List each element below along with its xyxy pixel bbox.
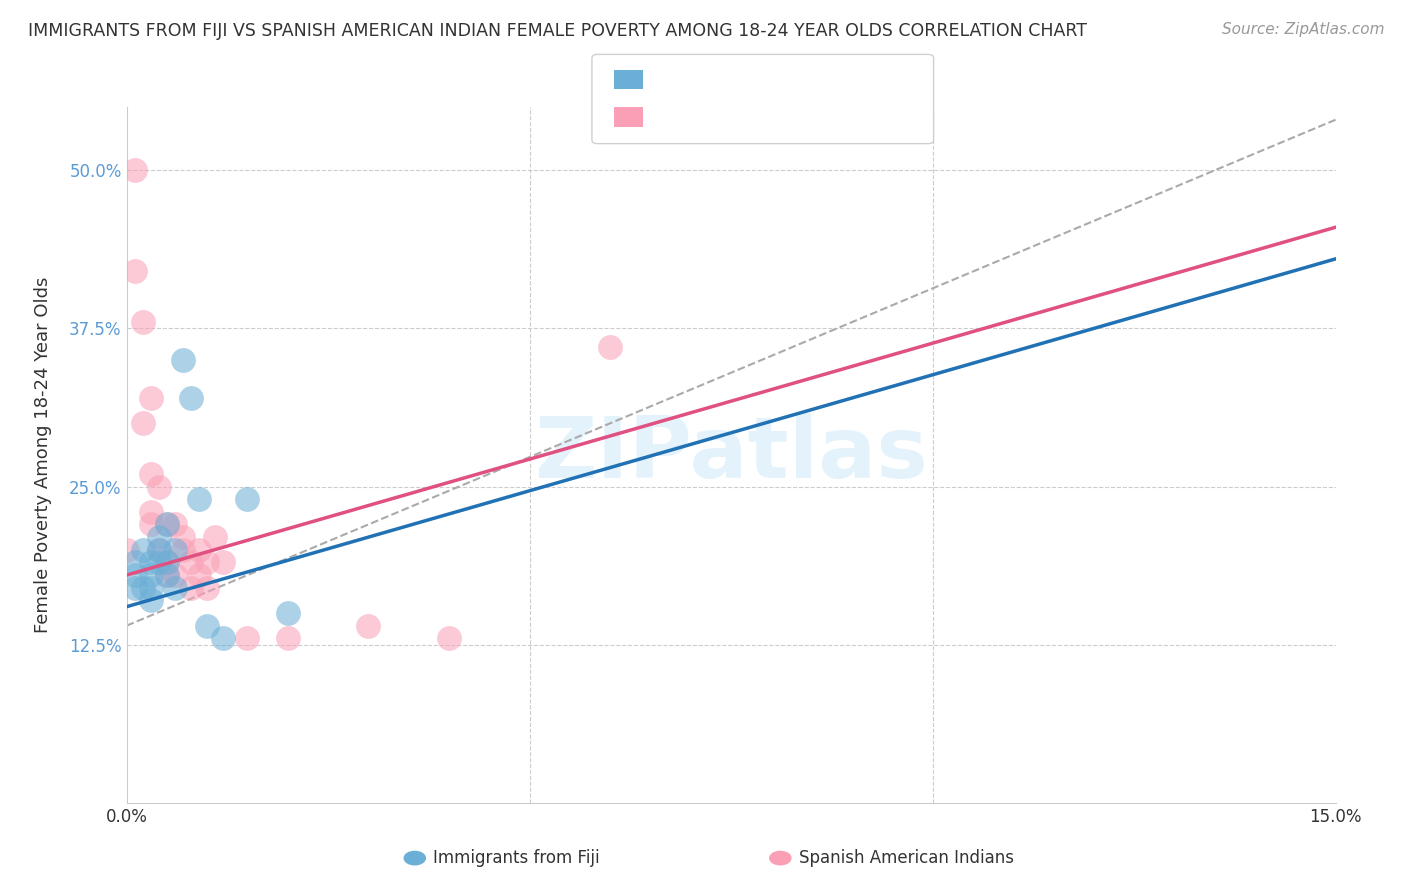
Point — [437, 632, 460, 646]
Point — [139, 505, 162, 519]
Point — [599, 340, 621, 354]
Point — [188, 492, 211, 507]
Point — [148, 556, 170, 570]
Text: Immigrants from Fiji: Immigrants from Fiji — [433, 849, 600, 867]
Point — [236, 632, 259, 646]
Point — [139, 556, 162, 570]
Text: N =: N = — [758, 108, 797, 126]
Point — [124, 163, 146, 178]
Text: 24: 24 — [793, 70, 818, 88]
Text: 31: 31 — [793, 108, 824, 126]
Point — [156, 556, 179, 570]
Point — [148, 530, 170, 544]
Point — [156, 517, 179, 532]
Point — [139, 581, 162, 595]
Point — [172, 542, 194, 557]
Point — [156, 556, 179, 570]
Point — [212, 632, 235, 646]
Point — [156, 568, 179, 582]
Point — [195, 556, 218, 570]
Point — [124, 556, 146, 570]
Point — [131, 581, 153, 595]
Text: Spanish American Indians: Spanish American Indians — [799, 849, 1014, 867]
Point — [148, 479, 170, 493]
Point — [180, 581, 202, 595]
Point — [139, 593, 162, 607]
Point — [148, 542, 170, 557]
Point — [139, 467, 162, 481]
Point — [131, 315, 153, 329]
Point — [156, 517, 179, 532]
Point — [357, 618, 380, 632]
Point — [163, 542, 186, 557]
Point — [124, 264, 146, 278]
Point — [188, 542, 211, 557]
Point — [195, 581, 218, 595]
Point — [277, 632, 299, 646]
Point — [124, 581, 146, 595]
Point — [139, 517, 162, 532]
Point — [236, 492, 259, 507]
Point — [163, 568, 186, 582]
Text: ZIPatlas: ZIPatlas — [534, 413, 928, 497]
Point — [124, 568, 146, 582]
Text: 0.227: 0.227 — [693, 70, 749, 88]
Point — [131, 542, 153, 557]
Point — [163, 517, 186, 532]
Point — [204, 530, 226, 544]
Point — [115, 542, 138, 557]
Point — [180, 391, 202, 405]
Point — [195, 618, 218, 632]
Text: R =: R = — [657, 70, 696, 88]
Text: 0.292: 0.292 — [693, 108, 749, 126]
Point — [172, 353, 194, 368]
Text: N =: N = — [758, 70, 797, 88]
Point — [156, 568, 179, 582]
Text: Source: ZipAtlas.com: Source: ZipAtlas.com — [1222, 22, 1385, 37]
Point — [212, 556, 235, 570]
Point — [139, 568, 162, 582]
Point — [277, 606, 299, 620]
Point — [188, 568, 211, 582]
Point — [180, 556, 202, 570]
Point — [131, 417, 153, 431]
Text: R =: R = — [657, 108, 696, 126]
Point — [148, 542, 170, 557]
Text: IMMIGRANTS FROM FIJI VS SPANISH AMERICAN INDIAN FEMALE POVERTY AMONG 18-24 YEAR : IMMIGRANTS FROM FIJI VS SPANISH AMERICAN… — [28, 22, 1087, 40]
Point — [139, 391, 162, 405]
Y-axis label: Female Poverty Among 18-24 Year Olds: Female Poverty Among 18-24 Year Olds — [34, 277, 52, 633]
Point — [172, 530, 194, 544]
Point — [163, 581, 186, 595]
